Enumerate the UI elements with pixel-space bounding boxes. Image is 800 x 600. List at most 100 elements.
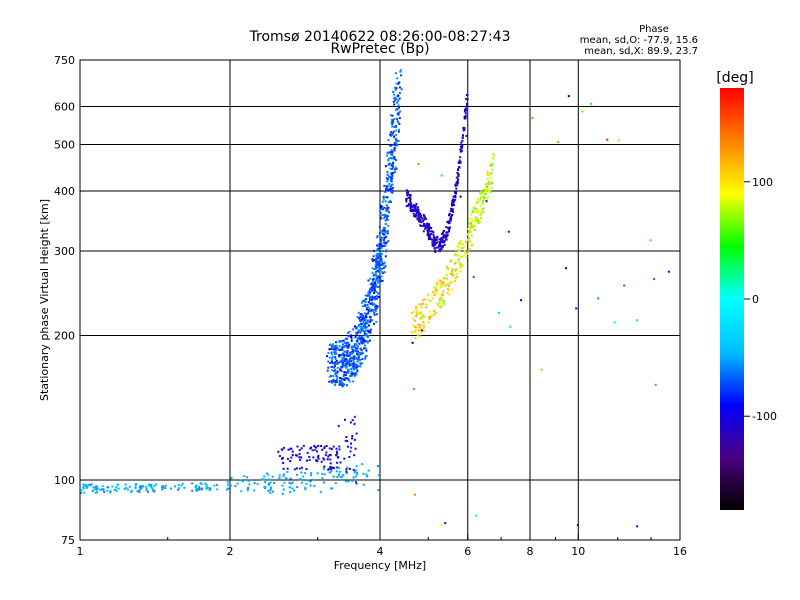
data-point <box>448 282 451 285</box>
data-point <box>363 323 366 326</box>
data-point <box>130 489 133 492</box>
data-point <box>379 231 382 234</box>
data-point <box>393 155 396 158</box>
data-point <box>365 315 367 318</box>
data-point <box>138 491 141 494</box>
data-point <box>363 341 366 344</box>
data-point <box>458 161 461 164</box>
data-point <box>286 457 289 460</box>
data-point <box>390 149 393 152</box>
data-point <box>321 472 324 475</box>
data-point <box>438 244 440 247</box>
data-point <box>376 305 379 308</box>
data-point <box>455 176 458 179</box>
data-point <box>173 485 176 488</box>
data-point <box>441 238 444 241</box>
data-point <box>296 486 299 488</box>
data-point <box>375 277 378 280</box>
data-point <box>101 485 104 488</box>
data-point <box>454 184 457 187</box>
data-point <box>487 183 490 185</box>
data-point <box>479 204 482 207</box>
data-point <box>338 383 341 386</box>
data-point <box>420 329 423 332</box>
data-point <box>340 347 343 350</box>
data-point <box>367 330 370 333</box>
data-point <box>307 479 310 482</box>
data-point <box>378 245 381 248</box>
data-point <box>397 82 400 85</box>
data-point <box>351 419 354 422</box>
data-point <box>385 215 388 218</box>
data-point <box>376 244 378 247</box>
data-point <box>363 299 366 302</box>
data-point <box>361 338 364 340</box>
data-point <box>439 279 442 282</box>
data-point <box>391 153 394 156</box>
data-point <box>468 247 471 250</box>
data-point <box>384 265 387 268</box>
data-point <box>439 244 442 247</box>
data-point <box>345 384 348 387</box>
data-point <box>141 486 144 489</box>
data-point <box>354 366 357 369</box>
data-point <box>278 478 281 481</box>
data-point <box>378 269 381 272</box>
data-point <box>338 345 341 348</box>
data-point <box>341 475 344 478</box>
data-point <box>369 295 372 298</box>
data-point <box>432 236 435 239</box>
data-point <box>92 489 95 492</box>
data-point <box>435 239 438 242</box>
data-point <box>470 224 472 227</box>
data-point <box>448 213 451 216</box>
data-point <box>412 388 415 391</box>
data-point <box>227 487 230 490</box>
data-point <box>422 299 424 302</box>
data-point <box>390 184 393 187</box>
data-point <box>347 480 350 483</box>
data-point <box>246 489 249 492</box>
data-point <box>388 162 391 165</box>
data-point <box>382 245 385 248</box>
data-point <box>347 346 350 349</box>
data-point <box>355 326 358 329</box>
data-point <box>460 141 463 144</box>
data-point <box>360 339 363 342</box>
data-point <box>380 243 383 246</box>
data-point <box>328 454 331 457</box>
data-point <box>335 341 338 344</box>
data-point <box>309 484 312 487</box>
data-point <box>356 347 359 350</box>
data-point <box>429 230 432 233</box>
data-point <box>247 487 249 490</box>
data-point <box>410 203 413 206</box>
data-point <box>180 484 183 487</box>
data-point <box>458 258 460 261</box>
data-point <box>481 202 484 205</box>
data-point <box>470 220 473 223</box>
data-point <box>364 327 367 330</box>
data-point <box>379 267 382 270</box>
data-point <box>343 457 346 460</box>
data-point <box>372 277 375 280</box>
data-point <box>359 325 362 328</box>
data-point <box>418 220 421 223</box>
data-point <box>330 468 333 470</box>
data-point <box>446 233 449 236</box>
data-point <box>460 149 463 152</box>
data-point <box>431 238 434 241</box>
data-point <box>334 365 336 367</box>
data-point <box>183 486 186 489</box>
data-point <box>306 459 308 462</box>
data-point <box>81 486 84 489</box>
data-point <box>490 187 493 190</box>
data-point <box>355 363 358 366</box>
data-point <box>374 308 377 311</box>
data-point <box>457 178 459 181</box>
data-point <box>470 213 472 216</box>
data-point <box>114 488 117 491</box>
data-point <box>83 484 86 487</box>
data-point <box>448 226 451 229</box>
data-point <box>372 255 375 258</box>
